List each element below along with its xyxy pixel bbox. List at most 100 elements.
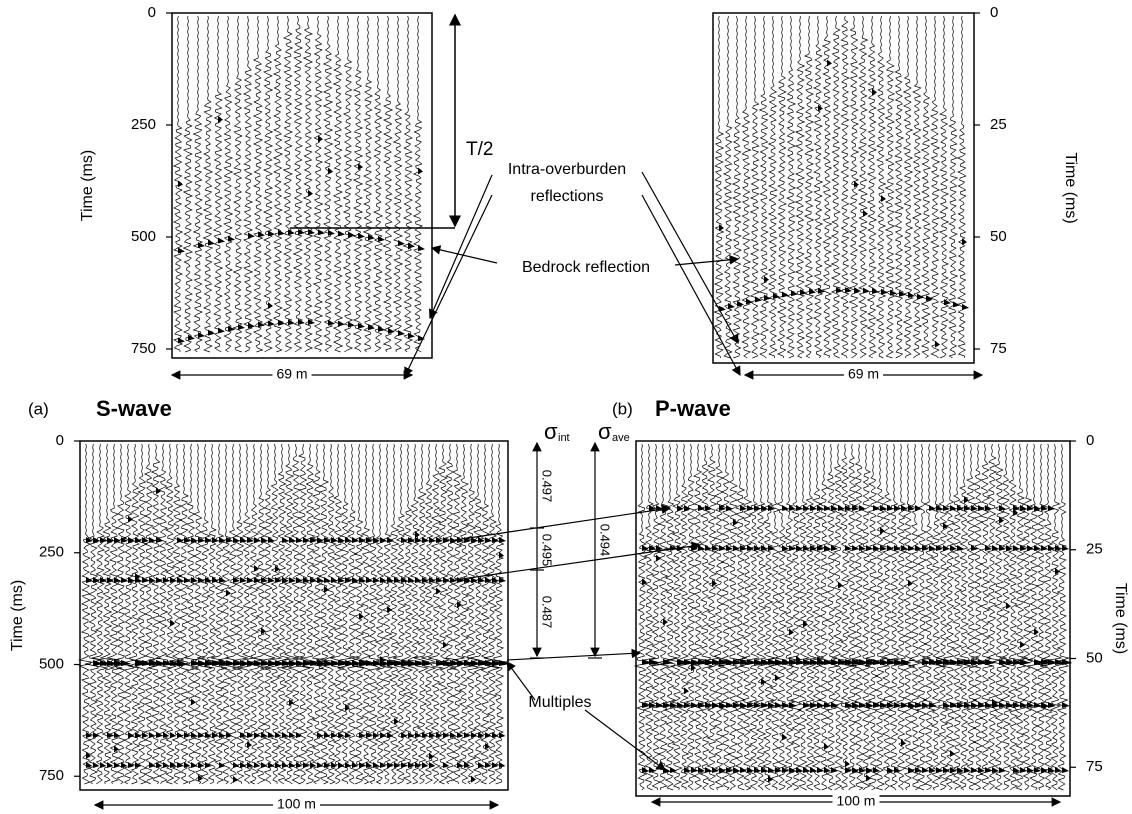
wavelet	[782, 545, 789, 551]
y-tick-label: 250	[131, 116, 156, 133]
wavelet	[366, 762, 373, 768]
trace	[392, 15, 404, 353]
wavelet	[248, 322, 255, 329]
wavelet	[499, 577, 506, 583]
wavelet	[964, 767, 971, 773]
wavelet	[836, 287, 843, 294]
wavelet	[457, 762, 464, 768]
wavelet	[324, 585, 329, 593]
wavelet	[824, 767, 831, 773]
trace	[183, 443, 199, 785]
trace	[140, 443, 157, 785]
wavelet	[478, 537, 485, 543]
wavelet	[827, 59, 832, 67]
trace	[147, 443, 164, 785]
wavelet	[288, 229, 295, 236]
wavelet	[380, 762, 387, 768]
wavelet	[747, 505, 754, 511]
wavelet	[719, 305, 726, 312]
wavelet	[1062, 545, 1069, 551]
wavelet	[985, 767, 992, 773]
wavelet	[219, 762, 226, 768]
wavelet	[261, 577, 268, 583]
wavelet	[282, 660, 293, 666]
wavelet	[999, 767, 1006, 773]
trace	[342, 15, 354, 353]
wavelet	[485, 577, 492, 583]
wavelet	[922, 545, 929, 551]
trace	[176, 443, 191, 785]
wavelet	[128, 515, 133, 523]
wavelet	[670, 702, 678, 708]
wavelet	[401, 537, 408, 543]
trace	[776, 15, 787, 359]
wavelet	[915, 545, 922, 551]
wavelet	[177, 537, 184, 543]
wavelet	[218, 327, 225, 334]
wavelet	[358, 322, 365, 329]
trace	[315, 443, 332, 785]
wavelet	[331, 762, 338, 768]
wavelet	[761, 702, 769, 708]
wavelet	[415, 530, 420, 538]
trace	[930, 443, 944, 791]
wavelet	[733, 702, 741, 708]
y-tick-label: 25	[1086, 541, 1103, 558]
wavelet	[880, 505, 887, 511]
trace	[252, 15, 264, 353]
trace	[99, 443, 116, 785]
wavelet	[464, 762, 471, 768]
wavelet	[331, 732, 338, 738]
wavelet	[418, 167, 423, 175]
wavelet	[198, 331, 205, 338]
trace	[970, 443, 987, 791]
wavelet	[754, 505, 761, 511]
wavelet	[401, 762, 408, 768]
trace	[865, 443, 881, 791]
wavelet	[114, 762, 121, 768]
wavelet	[289, 732, 296, 738]
wavelet	[149, 732, 156, 738]
trace	[469, 443, 487, 785]
wavelet	[317, 537, 324, 543]
wavelet	[754, 702, 762, 708]
wavelet	[418, 245, 425, 252]
wavelet	[198, 762, 205, 768]
wavelet	[415, 732, 422, 738]
wavelet	[831, 702, 839, 708]
wavelet	[859, 767, 866, 773]
wavelet	[394, 577, 401, 583]
wavelet	[1062, 702, 1070, 708]
wavelet	[457, 537, 464, 543]
wavelet	[1055, 767, 1062, 773]
wavelet	[226, 732, 233, 738]
trace	[373, 443, 387, 785]
trace	[302, 443, 318, 785]
trace	[875, 15, 887, 359]
label-bg	[843, 365, 884, 382]
wavelet	[894, 505, 901, 511]
wavelet	[328, 319, 335, 326]
wavelet	[373, 732, 380, 738]
wavelet	[740, 505, 747, 511]
wavelet	[719, 224, 724, 232]
wavelet	[1034, 505, 1041, 511]
wavelet	[156, 762, 163, 768]
wavelet	[747, 767, 754, 773]
wavelet	[331, 660, 342, 666]
wavelet	[936, 767, 943, 773]
wavelet	[114, 537, 121, 543]
trace	[113, 443, 129, 785]
wavelet	[817, 702, 825, 708]
wavelet	[226, 660, 237, 666]
wavelet	[764, 294, 771, 301]
wavelet	[177, 732, 184, 738]
wavelet	[929, 505, 936, 511]
wavelet	[817, 545, 824, 551]
wavelet	[728, 303, 735, 310]
wavelet	[866, 545, 873, 551]
wavelet	[985, 545, 992, 551]
wavelet	[1041, 505, 1048, 511]
wavelet	[950, 545, 957, 551]
wavelet	[359, 762, 366, 768]
